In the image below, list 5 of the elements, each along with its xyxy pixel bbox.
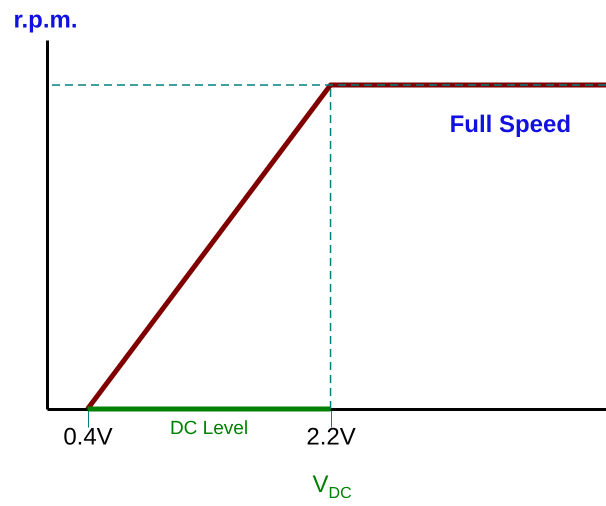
x-tick-label: 0.4V bbox=[63, 424, 113, 450]
annotation: Full Speed bbox=[450, 111, 571, 138]
y-axis-title: r.p.m. bbox=[14, 6, 78, 34]
x-tick-label: 2.2V bbox=[306, 424, 356, 450]
series-label: DC Level bbox=[170, 418, 248, 439]
